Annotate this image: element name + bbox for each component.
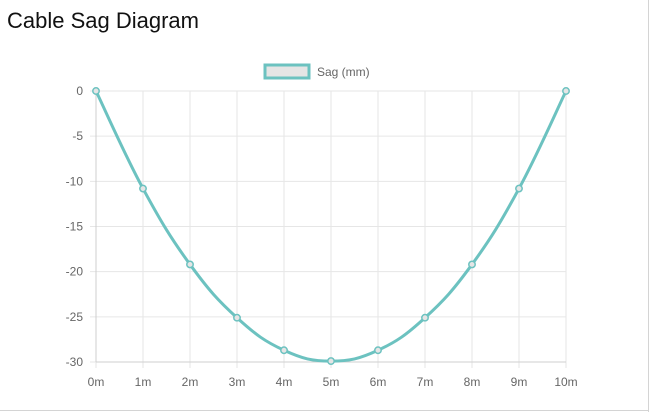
x-tick-label: 5m — [323, 375, 340, 389]
panel-border-right — [648, 0, 649, 412]
x-tick-label: 0m — [88, 375, 105, 389]
data-point — [562, 87, 570, 95]
data-point — [280, 346, 288, 355]
y-tick-label: -5 — [72, 129, 83, 143]
panel-border-bottom — [0, 410, 649, 411]
x-tick-label: 9m — [511, 375, 528, 389]
data-point — [233, 313, 241, 322]
data-point — [186, 260, 194, 269]
page-title: Cable Sag Diagram — [7, 8, 199, 33]
y-tick-label: -25 — [66, 310, 84, 324]
y-tick-label: 0 — [76, 84, 83, 98]
y-tick-label: -30 — [66, 355, 84, 369]
data-point — [374, 346, 382, 355]
legend-swatch — [263, 63, 311, 80]
axes: 0 -5 -10 -15 -20 -25 -30 0m 1m 2m 3m 4m 5m 6m 7m 8m 9m 10… — [66, 84, 578, 389]
legend-label: Sag (mm) — [317, 65, 370, 79]
x-tick-label: 1m — [135, 375, 152, 389]
data-point — [421, 313, 429, 322]
data-point — [327, 357, 335, 366]
series-sag — [92, 87, 570, 366]
data-point — [139, 184, 147, 193]
legend[interactable]: Sag (mm) — [263, 63, 370, 80]
x-tick-label: 2m — [182, 375, 199, 389]
data-point — [92, 87, 100, 95]
y-tick-label: -15 — [66, 220, 84, 234]
x-tick-label: 6m — [370, 375, 387, 389]
y-tick-label: -10 — [66, 174, 84, 188]
x-tick-label: 8m — [464, 375, 481, 389]
x-tick-label: 3m — [229, 375, 246, 389]
x-tick-label: 7m — [417, 375, 434, 389]
x-tick-label: 10m — [554, 375, 577, 389]
x-tick-label: 4m — [276, 375, 293, 389]
data-point — [468, 260, 476, 269]
data-point — [515, 184, 523, 193]
y-tick-label: -20 — [66, 265, 84, 279]
